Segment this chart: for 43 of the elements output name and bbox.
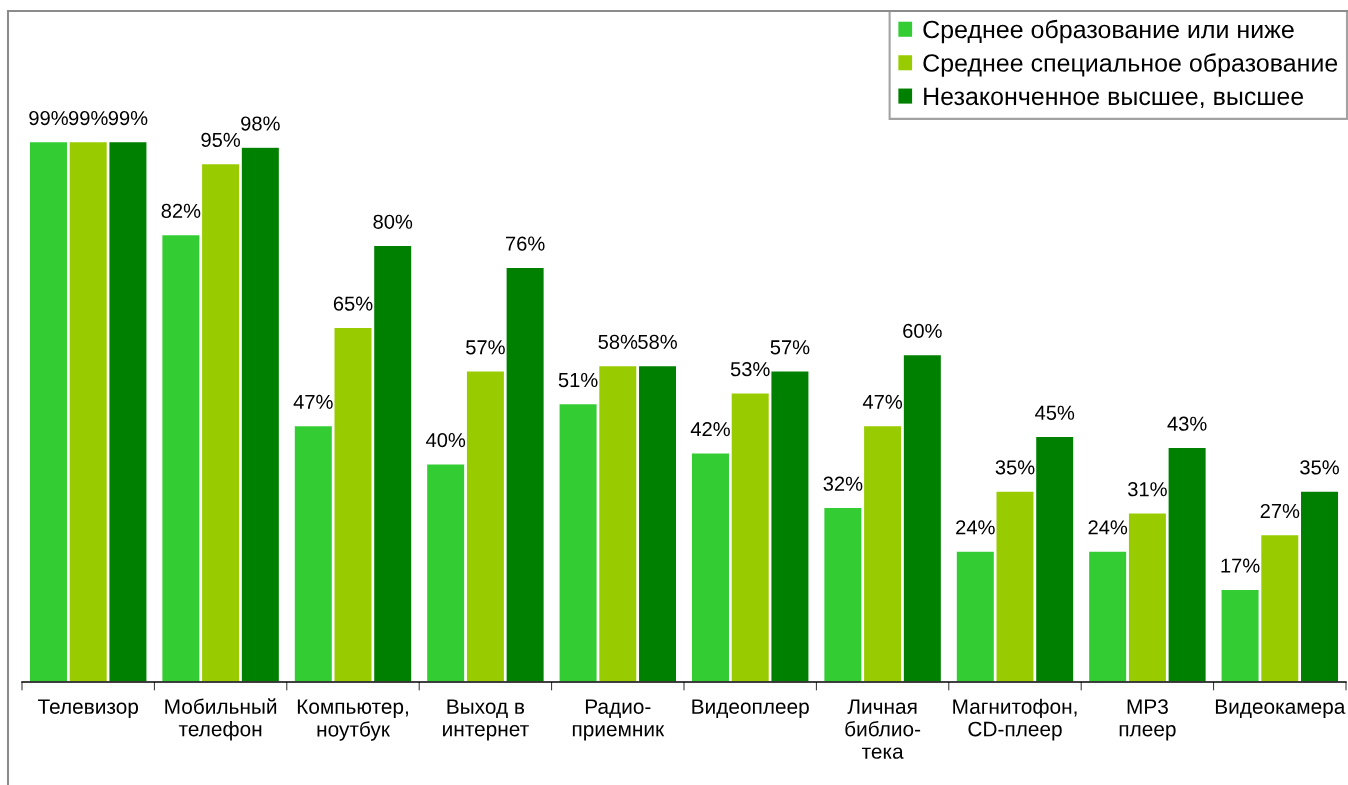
data-label: 57% xyxy=(466,340,505,355)
data-label: 65% xyxy=(333,296,373,311)
data-label: 82% xyxy=(161,203,201,218)
x-tick-label: MP3 плеер xyxy=(1119,699,1176,741)
data-label: 58% xyxy=(598,334,638,349)
data-label: 24% xyxy=(1088,520,1128,535)
data-label: 99% xyxy=(29,110,68,126)
data-label: 27% xyxy=(1260,503,1300,519)
data-label: 76% xyxy=(506,236,545,251)
data-label: 80% xyxy=(373,214,413,229)
data-label: 45% xyxy=(1035,405,1075,420)
x-tick-label: Видеоплеер xyxy=(692,699,809,719)
x-tick-label: Мобильный телефон xyxy=(165,698,277,741)
legend-label: Среднее специальное образование xyxy=(923,53,1338,77)
data-label: 31% xyxy=(1128,482,1167,497)
data-label: 53% xyxy=(730,361,770,377)
x-tick-label: Видеокамера xyxy=(1215,699,1346,719)
data-label: 58% xyxy=(638,334,677,349)
data-label: 51% xyxy=(558,373,598,388)
data-label: 43% xyxy=(1167,416,1207,431)
data-label: 57% xyxy=(770,340,810,355)
x-tick-label: Магнитофон, CD-плеер xyxy=(953,698,1077,741)
x-tick-label: Радио- приемник xyxy=(572,699,665,741)
data-label: 99% xyxy=(68,110,108,126)
legend-label: Незаконченное высшее, высшее xyxy=(924,87,1304,109)
data-label: 24% xyxy=(956,520,995,535)
data-label: 99% xyxy=(108,110,148,126)
x-tick-label: Телевизор xyxy=(37,699,139,719)
data-label: 98% xyxy=(241,116,280,131)
data-label: 40% xyxy=(425,432,466,448)
data-label: 35% xyxy=(1300,460,1339,475)
data-label: 47% xyxy=(862,394,903,409)
data-label: 35% xyxy=(995,460,1035,475)
legend-label: Среднее образование или ниже xyxy=(923,19,1294,44)
data-label: 42% xyxy=(690,422,730,437)
data-label: 60% xyxy=(903,323,942,339)
x-tick-label: Личная библио- тека xyxy=(845,699,921,759)
x-tick-label: Выход в интернет xyxy=(443,699,529,741)
data-label: 95% xyxy=(201,132,241,148)
data-label: 17% xyxy=(1221,558,1260,573)
data-label: 47% xyxy=(293,394,333,409)
data-label: 32% xyxy=(823,476,863,491)
x-tick-label: Компьютер, ноутбук xyxy=(297,699,408,741)
